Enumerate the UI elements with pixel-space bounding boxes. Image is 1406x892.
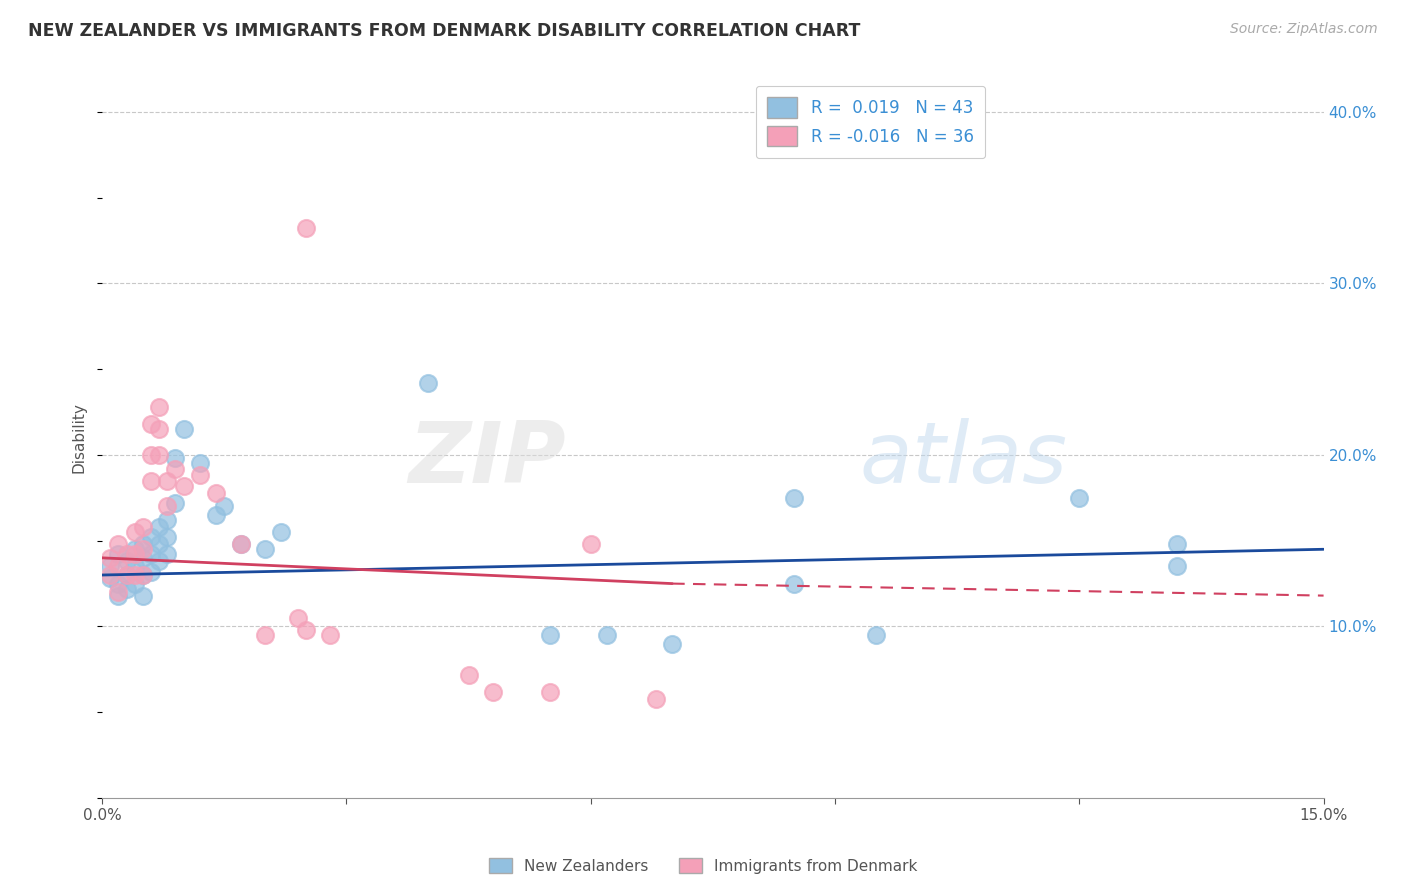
Point bbox=[1166, 559, 1188, 574]
Point bbox=[416, 376, 439, 390]
Point bbox=[98, 559, 121, 574]
Point bbox=[783, 491, 806, 505]
Point bbox=[156, 548, 179, 562]
Point bbox=[98, 568, 121, 582]
Text: NEW ZEALANDER VS IMMIGRANTS FROM DENMARK DISABILITY CORRELATION CHART: NEW ZEALANDER VS IMMIGRANTS FROM DENMARK… bbox=[28, 22, 860, 40]
Point bbox=[254, 628, 277, 642]
Point bbox=[294, 623, 316, 637]
Point bbox=[98, 550, 121, 565]
Point bbox=[139, 474, 162, 488]
Point bbox=[188, 468, 211, 483]
Point bbox=[132, 537, 155, 551]
Y-axis label: Disability: Disability bbox=[72, 402, 86, 473]
Point bbox=[107, 585, 129, 599]
Point bbox=[148, 554, 170, 568]
Point bbox=[115, 568, 138, 582]
Point bbox=[156, 530, 179, 544]
Point bbox=[107, 576, 129, 591]
Point bbox=[294, 221, 316, 235]
Point bbox=[319, 628, 342, 642]
Text: atlas: atlas bbox=[859, 417, 1067, 501]
Point bbox=[229, 537, 252, 551]
Point bbox=[482, 684, 505, 698]
Point bbox=[124, 576, 146, 591]
Legend: New Zealanders, Immigrants from Denmark: New Zealanders, Immigrants from Denmark bbox=[482, 852, 924, 880]
Legend: R =  0.019   N = 43, R = -0.016   N = 36: R = 0.019 N = 43, R = -0.016 N = 36 bbox=[756, 86, 986, 158]
Point bbox=[124, 542, 146, 557]
Point bbox=[165, 496, 187, 510]
Point bbox=[115, 554, 138, 568]
Point bbox=[165, 451, 187, 466]
Point bbox=[538, 628, 561, 642]
Point bbox=[270, 525, 292, 540]
Point bbox=[132, 520, 155, 534]
Point bbox=[115, 568, 138, 582]
Point bbox=[115, 548, 138, 562]
Point bbox=[1069, 491, 1091, 505]
Point bbox=[173, 422, 195, 436]
Point bbox=[124, 559, 146, 574]
Point bbox=[132, 550, 155, 565]
Point bbox=[139, 530, 162, 544]
Point bbox=[188, 457, 211, 471]
Point bbox=[132, 589, 155, 603]
Point bbox=[107, 559, 129, 574]
Point bbox=[148, 400, 170, 414]
Point bbox=[156, 500, 179, 514]
Point bbox=[865, 628, 887, 642]
Point bbox=[644, 691, 666, 706]
Point bbox=[156, 513, 179, 527]
Point bbox=[229, 537, 252, 551]
Point bbox=[107, 548, 129, 562]
Point bbox=[124, 525, 146, 540]
Point bbox=[783, 576, 806, 591]
Point bbox=[139, 448, 162, 462]
Point bbox=[124, 568, 146, 582]
Point bbox=[139, 565, 162, 579]
Point bbox=[287, 611, 309, 625]
Point bbox=[139, 548, 162, 562]
Point bbox=[98, 571, 121, 585]
Point bbox=[579, 537, 602, 551]
Point bbox=[457, 667, 479, 681]
Point bbox=[124, 548, 146, 562]
Text: ZIP: ZIP bbox=[409, 417, 567, 501]
Point bbox=[538, 684, 561, 698]
Point bbox=[115, 582, 138, 596]
Point bbox=[107, 537, 129, 551]
Point bbox=[156, 474, 179, 488]
Point bbox=[173, 479, 195, 493]
Text: Source: ZipAtlas.com: Source: ZipAtlas.com bbox=[1230, 22, 1378, 37]
Point bbox=[132, 568, 155, 582]
Point bbox=[661, 637, 683, 651]
Point bbox=[205, 485, 228, 500]
Point bbox=[148, 537, 170, 551]
Point bbox=[148, 448, 170, 462]
Point bbox=[165, 461, 187, 475]
Point bbox=[107, 589, 129, 603]
Point bbox=[132, 568, 155, 582]
Point bbox=[214, 500, 236, 514]
Point bbox=[205, 508, 228, 522]
Point bbox=[139, 417, 162, 431]
Point bbox=[1166, 537, 1188, 551]
Point bbox=[596, 628, 619, 642]
Point bbox=[148, 422, 170, 436]
Point bbox=[254, 542, 277, 557]
Point bbox=[148, 520, 170, 534]
Point bbox=[132, 542, 155, 557]
